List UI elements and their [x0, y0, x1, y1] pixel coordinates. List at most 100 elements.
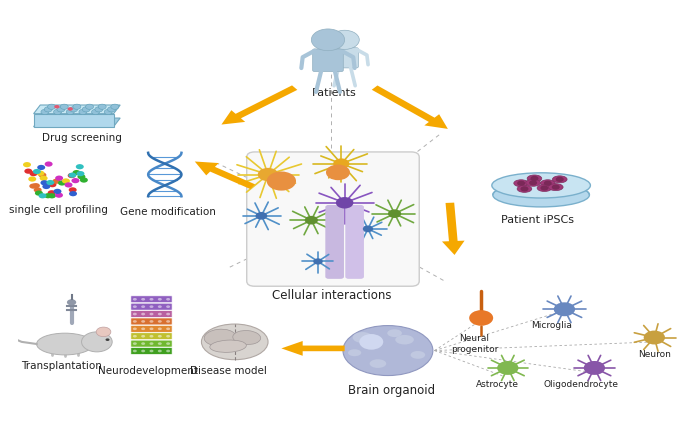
Circle shape [149, 327, 153, 330]
Circle shape [45, 107, 52, 112]
Circle shape [33, 169, 41, 174]
Circle shape [556, 177, 564, 182]
Circle shape [40, 176, 48, 181]
Circle shape [28, 177, 36, 182]
Circle shape [133, 320, 137, 323]
FancyBboxPatch shape [325, 205, 344, 279]
Circle shape [40, 180, 49, 185]
Circle shape [158, 298, 162, 300]
Circle shape [52, 179, 60, 184]
Circle shape [166, 342, 170, 345]
Ellipse shape [343, 326, 433, 375]
Circle shape [95, 107, 103, 112]
FancyBboxPatch shape [131, 325, 172, 332]
Ellipse shape [552, 176, 567, 183]
Circle shape [149, 335, 153, 337]
Circle shape [529, 180, 537, 185]
FancyBboxPatch shape [131, 347, 172, 354]
FancyBboxPatch shape [131, 340, 172, 347]
Circle shape [73, 170, 80, 175]
Circle shape [158, 327, 162, 330]
Circle shape [82, 332, 112, 352]
Circle shape [23, 162, 31, 167]
Circle shape [313, 259, 323, 265]
Circle shape [360, 334, 384, 350]
Circle shape [92, 109, 99, 115]
Ellipse shape [549, 184, 563, 191]
Circle shape [330, 30, 360, 49]
Circle shape [41, 109, 49, 115]
Ellipse shape [348, 349, 361, 356]
FancyBboxPatch shape [131, 318, 172, 325]
Circle shape [68, 187, 77, 193]
Circle shape [77, 174, 86, 179]
Circle shape [98, 104, 106, 109]
Ellipse shape [537, 184, 551, 191]
Circle shape [53, 109, 62, 115]
Circle shape [305, 216, 318, 225]
Ellipse shape [201, 324, 268, 360]
Circle shape [133, 313, 137, 315]
Circle shape [38, 172, 47, 177]
Text: Neurodevelopment: Neurodevelopment [98, 366, 198, 376]
Polygon shape [34, 105, 120, 114]
Circle shape [311, 29, 345, 51]
Circle shape [530, 176, 538, 181]
Ellipse shape [370, 359, 386, 368]
Circle shape [326, 164, 350, 180]
Circle shape [64, 182, 73, 187]
Circle shape [96, 327, 111, 337]
Text: Neuron: Neuron [638, 350, 671, 359]
Circle shape [149, 350, 153, 352]
Circle shape [80, 177, 88, 183]
Text: Microglia: Microglia [531, 321, 571, 330]
Ellipse shape [395, 335, 414, 344]
Polygon shape [34, 114, 114, 127]
Text: Brain organoid: Brain organoid [348, 385, 435, 398]
Circle shape [86, 104, 94, 109]
Circle shape [47, 180, 54, 185]
Circle shape [166, 313, 170, 315]
Text: Cellular interactions: Cellular interactions [271, 289, 391, 302]
Circle shape [55, 193, 63, 198]
Circle shape [53, 189, 62, 194]
Circle shape [158, 320, 162, 323]
Circle shape [141, 335, 145, 337]
FancyBboxPatch shape [131, 310, 172, 317]
Text: Oligodendrocyte: Oligodendrocyte [544, 380, 619, 389]
Circle shape [166, 327, 170, 330]
Text: Neural
progenitor: Neural progenitor [451, 334, 498, 354]
Circle shape [158, 313, 162, 315]
Circle shape [34, 187, 42, 193]
Ellipse shape [514, 180, 528, 187]
Polygon shape [34, 118, 120, 127]
Text: single cell profiling: single cell profiling [9, 205, 108, 215]
Text: Patients: Patients [312, 88, 357, 98]
Circle shape [57, 107, 65, 112]
Circle shape [25, 169, 32, 174]
Circle shape [141, 320, 145, 323]
Circle shape [158, 335, 162, 337]
FancyBboxPatch shape [331, 48, 358, 68]
Circle shape [62, 178, 70, 184]
Circle shape [60, 104, 68, 109]
Circle shape [37, 165, 45, 170]
Circle shape [149, 305, 153, 308]
Ellipse shape [517, 185, 532, 192]
Circle shape [158, 342, 162, 345]
Circle shape [544, 181, 551, 186]
Circle shape [553, 302, 575, 316]
Circle shape [497, 361, 519, 375]
Text: Drug screening: Drug screening [42, 133, 121, 143]
FancyBboxPatch shape [345, 205, 364, 279]
Circle shape [149, 313, 153, 315]
Circle shape [104, 109, 112, 115]
Circle shape [47, 104, 55, 109]
Ellipse shape [353, 332, 373, 343]
Circle shape [540, 185, 549, 191]
Circle shape [166, 350, 170, 352]
Ellipse shape [410, 351, 425, 359]
FancyArrow shape [282, 341, 345, 356]
Ellipse shape [492, 173, 590, 198]
Circle shape [77, 171, 84, 176]
